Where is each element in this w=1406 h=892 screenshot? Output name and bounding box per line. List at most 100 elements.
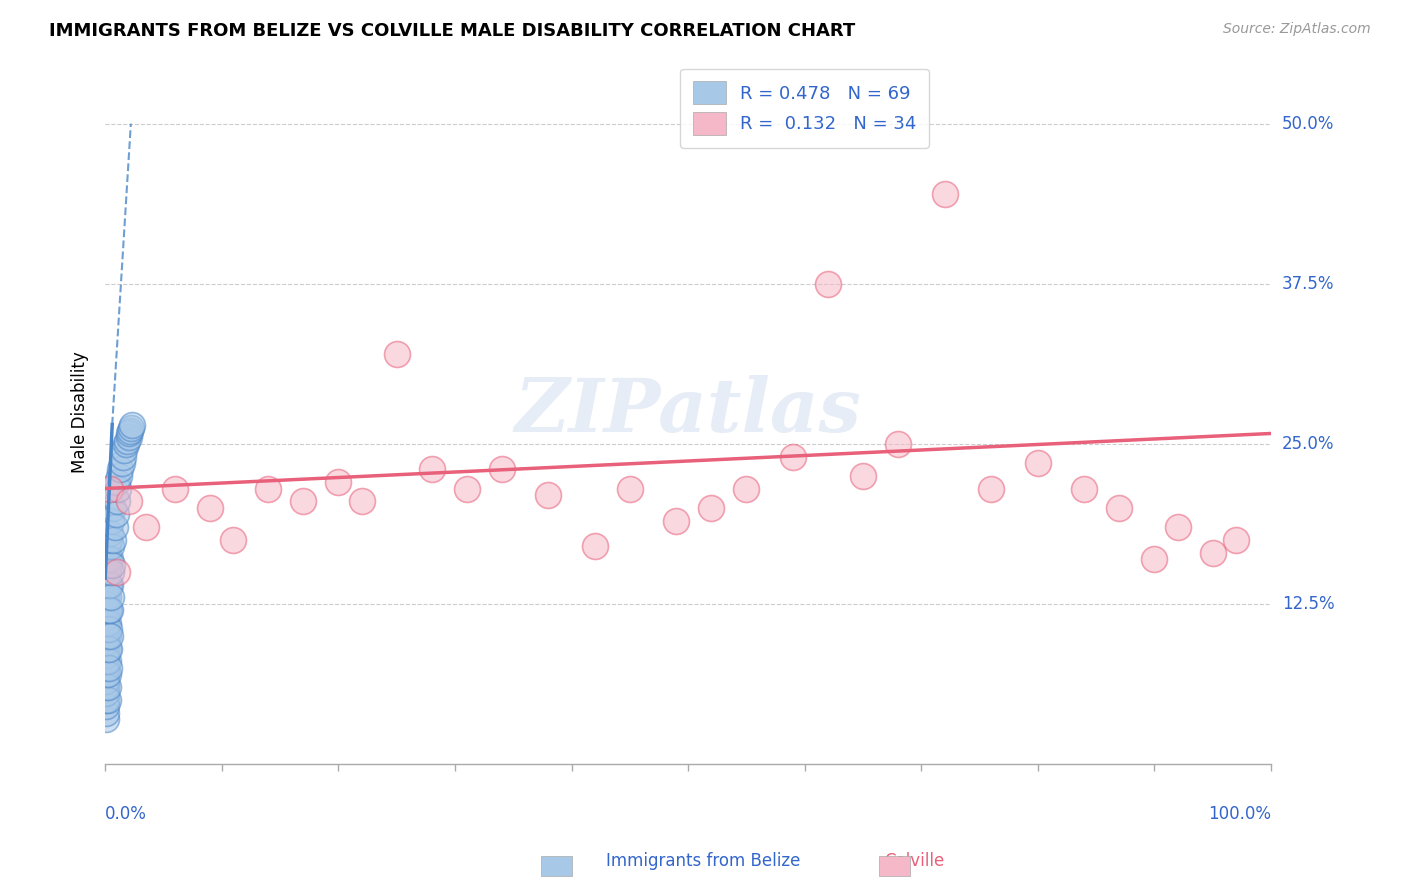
Point (782, 450, 804, 464)
Point (735, 482, 758, 496)
Point (852, 468, 875, 483)
Point (165, 482, 187, 496)
Point (96, 609, 118, 624)
Point (96, 641, 118, 656)
Point (96, 654, 118, 668)
Text: IMMIGRANTS FROM BELIZE VS COLVILLE MALE DISABILITY CORRELATION CHART: IMMIGRANTS FROM BELIZE VS COLVILLE MALE … (49, 22, 855, 40)
Point (96, 635, 118, 649)
Legend: R = 0.478   N = 69, R =  0.132   N = 34: R = 0.478 N = 69, R = 0.132 N = 34 (681, 69, 929, 147)
Point (619, 482, 641, 496)
Point (117, 430, 139, 444)
Point (103, 500, 125, 515)
Text: 100.0%: 100.0% (1208, 805, 1271, 823)
Point (105, 494, 128, 508)
Point (491, 462, 513, 476)
Point (328, 475, 350, 490)
Point (96, 539, 118, 553)
Point (115, 436, 138, 450)
Point (1073, 482, 1095, 496)
Point (385, 347, 408, 361)
Point (98, 603, 121, 617)
Point (96, 641, 118, 656)
Point (96, 680, 118, 694)
Point (700, 500, 723, 515)
Point (96, 629, 118, 643)
Point (100, 539, 122, 553)
Point (96, 577, 118, 591)
Point (934, 187, 956, 202)
Point (96, 661, 118, 675)
Point (103, 520, 125, 534)
Point (1167, 520, 1189, 534)
Point (96, 552, 118, 566)
Point (105, 565, 128, 579)
Point (96, 654, 118, 668)
Text: Immigrants from Belize: Immigrants from Belize (606, 852, 800, 870)
Point (198, 500, 221, 515)
Point (118, 424, 141, 438)
Point (100, 565, 122, 579)
Point (456, 482, 478, 496)
Point (96, 667, 118, 681)
Text: ZIPatlas: ZIPatlas (515, 376, 862, 448)
Point (350, 494, 373, 508)
Text: Source: ZipAtlas.com: Source: ZipAtlas.com (1223, 22, 1371, 37)
Point (96, 680, 118, 694)
Point (1202, 545, 1225, 559)
Point (583, 539, 606, 553)
Point (96, 693, 118, 707)
Point (1108, 500, 1130, 515)
Point (104, 507, 127, 521)
Point (100, 514, 122, 528)
Text: 25.0%: 25.0% (1282, 434, 1334, 453)
Point (96, 629, 118, 643)
Point (97, 623, 120, 637)
Point (110, 456, 132, 470)
Point (112, 443, 135, 458)
Y-axis label: Male Disability: Male Disability (72, 351, 89, 473)
Point (96, 565, 118, 579)
Point (96, 623, 118, 637)
Point (120, 421, 142, 435)
Point (96, 648, 118, 662)
Point (817, 277, 839, 291)
Point (420, 462, 443, 476)
Point (117, 494, 139, 508)
Point (97, 603, 120, 617)
Point (96, 591, 118, 605)
Point (96, 615, 118, 630)
Point (96, 706, 118, 720)
Point (117, 426, 139, 441)
Point (665, 514, 688, 528)
Point (97, 577, 120, 591)
Point (96, 686, 118, 700)
Point (537, 488, 560, 502)
Point (101, 558, 124, 573)
Point (980, 482, 1002, 496)
Point (1026, 456, 1049, 470)
Point (110, 462, 132, 476)
Point (108, 468, 131, 483)
Point (96, 603, 118, 617)
Point (222, 533, 245, 547)
Point (100, 591, 122, 605)
Point (97, 533, 120, 547)
Point (1225, 533, 1247, 547)
Point (97, 661, 120, 675)
Point (96, 667, 118, 681)
Point (96, 597, 118, 611)
Point (96, 699, 118, 714)
Text: Colville: Colville (884, 852, 943, 870)
Point (97, 641, 120, 656)
Point (98, 577, 121, 591)
Point (98, 526, 121, 541)
Point (135, 520, 157, 534)
Point (98, 482, 121, 496)
Point (105, 475, 128, 490)
Text: 50.0%: 50.0% (1282, 114, 1334, 133)
Text: 0.0%: 0.0% (105, 805, 148, 823)
Point (103, 533, 125, 547)
Point (98, 552, 121, 566)
Point (121, 417, 143, 432)
Point (887, 436, 910, 450)
